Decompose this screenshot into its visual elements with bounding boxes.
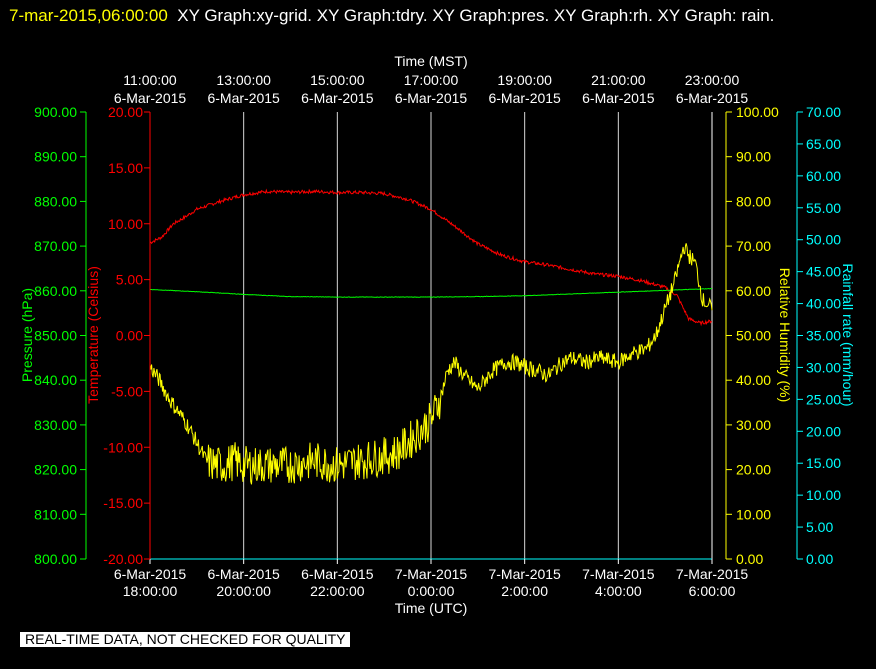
- humidity-tick-label: 90.00: [736, 149, 771, 165]
- rainfall-axis-title: Rainfall rate (mm/hour): [840, 263, 856, 406]
- x-tick-label-utc-time: 22:00:00: [310, 583, 365, 599]
- humidity-tick-label: 100.00: [736, 104, 779, 120]
- timestamp: 7-mar-2015,06:00:00: [9, 6, 168, 25]
- axes-layer: 6-Mar-201518:00:006-Mar-201520:00:006-Ma…: [19, 53, 856, 616]
- pressure-tick-label: 870.00: [34, 238, 77, 254]
- temperature-tick-label: -10.00: [103, 439, 143, 455]
- humidity-tick-label: 30.00: [736, 417, 771, 433]
- pressure-tick-label: 830.00: [34, 417, 77, 433]
- pressure-tick-label: 800.00: [34, 551, 77, 567]
- rainfall-tick-label: 15.00: [806, 455, 841, 471]
- rainfall-tick-label: 55.00: [806, 200, 841, 216]
- x-tick-label-mst-time: 23:00:00: [685, 72, 740, 88]
- x-tick-label-mst-date: 6-Mar-2015: [395, 90, 468, 106]
- rainfall-tick-label: 25.00: [806, 391, 841, 407]
- x-tick-label-utc-date: 6-Mar-2015: [207, 566, 280, 582]
- x-tick-label-utc-time: 20:00:00: [216, 583, 271, 599]
- x-tick-label-mst-time: 21:00:00: [591, 72, 646, 88]
- x-tick-label-mst-date: 6-Mar-2015: [676, 90, 749, 106]
- x-tick-label-utc-time: 4:00:00: [595, 583, 642, 599]
- grid-lines: [243, 112, 619, 559]
- x-tick-label-mst-date: 6-Mar-2015: [207, 90, 280, 106]
- rainfall-tick-label: 0.00: [806, 551, 833, 567]
- x-tick-label-utc-time: 18:00:00: [123, 583, 178, 599]
- x-tick-label-utc-time: 0:00:00: [408, 583, 455, 599]
- rainfall-tick-label: 10.00: [806, 487, 841, 503]
- temperature-tick-label: -5.00: [111, 383, 143, 399]
- x-tick-label-mst-time: 19:00:00: [497, 72, 552, 88]
- temperature-tick-label: 0.00: [116, 328, 143, 344]
- rainfall-tick-label: 50.00: [806, 232, 841, 248]
- x-tick-label-utc-date: 6-Mar-2015: [301, 566, 374, 582]
- x-tick-label-utc-date: 7-Mar-2015: [676, 566, 749, 582]
- pressure-tick-label: 900.00: [34, 104, 77, 120]
- temperature-tick-label: -15.00: [103, 495, 143, 511]
- pressure-tick-label: 880.00: [34, 193, 77, 209]
- x-tick-label-utc-time: 6:00:00: [689, 583, 736, 599]
- humidity-tick-label: 60.00: [736, 283, 771, 299]
- humidity-tick-label: 70.00: [736, 238, 771, 254]
- x-tick-label-mst-date: 6-Mar-2015: [114, 90, 187, 106]
- x-tick-label-utc-time: 2:00:00: [501, 583, 548, 599]
- pressure-tick-label: 820.00: [34, 462, 77, 478]
- x-tick-label-utc-date: 7-Mar-2015: [488, 566, 561, 582]
- pressure-tick-label: 860.00: [34, 283, 77, 299]
- humidity-tick-label: 20.00: [736, 462, 771, 478]
- rainfall-tick-label: 40.00: [806, 296, 841, 312]
- pressure-axis-title: Pressure (hPa): [19, 288, 35, 382]
- temperature-tick-label: 20.00: [108, 104, 143, 120]
- pressure-tick-label: 890.00: [34, 149, 77, 165]
- x-tick-label-mst-time: 17:00:00: [404, 72, 459, 88]
- x-tick-label-mst-date: 6-Mar-2015: [301, 90, 374, 106]
- rainfall-tick-label: 60.00: [806, 168, 841, 184]
- x-tick-label-utc-date: 7-Mar-2015: [582, 566, 655, 582]
- quality-notice: REAL-TIME DATA, NOT CHECKED FOR QUALITY: [20, 632, 351, 647]
- x-axis-title-top: Time (MST): [394, 53, 467, 69]
- rainfall-tick-label: 20.00: [806, 423, 841, 439]
- humidity-tick-label: 10.00: [736, 506, 771, 522]
- rainfall-tick-label: 30.00: [806, 359, 841, 375]
- temperature-axis-title: Temperature (Celsius): [85, 266, 101, 404]
- rainfall-tick-label: 5.00: [806, 519, 833, 535]
- x-axis-title-bottom: Time (UTC): [395, 600, 468, 616]
- x-tick-label-mst-time: 13:00:00: [216, 72, 271, 88]
- x-tick-label-utc-date: 7-Mar-2015: [395, 566, 468, 582]
- graph-header: 7-mar-2015,06:00:00 XY Graph:xy-grid. XY…: [9, 3, 869, 29]
- series-line-pres: [149, 287, 713, 298]
- humidity-axis-title: Relative Humidity (%): [777, 268, 793, 403]
- humidity-tick-label: 0.00: [736, 551, 763, 567]
- humidity-tick-label: 80.00: [736, 193, 771, 209]
- temperature-tick-label: 15.00: [108, 160, 143, 176]
- humidity-tick-label: 40.00: [736, 372, 771, 388]
- series-line-tdry: [149, 188, 712, 327]
- rainfall-tick-label: 35.00: [806, 328, 841, 344]
- humidity-tick-label: 50.00: [736, 328, 771, 344]
- temperature-tick-label: 10.00: [108, 216, 143, 232]
- x-tick-label-mst-time: 11:00:00: [123, 72, 177, 88]
- temperature-tick-label: -20.00: [103, 551, 143, 567]
- x-tick-label-mst-date: 6-Mar-2015: [488, 90, 561, 106]
- rainfall-tick-label: 65.00: [806, 136, 841, 152]
- rainfall-tick-label: 45.00: [806, 264, 841, 280]
- series-line-rh: [149, 243, 713, 485]
- graph-list: XY Graph:xy-grid. XY Graph:tdry. XY Grap…: [177, 6, 775, 25]
- rainfall-tick-label: 70.00: [806, 104, 841, 120]
- pressure-tick-label: 850.00: [34, 328, 77, 344]
- pressure-tick-label: 810.00: [34, 506, 77, 522]
- x-tick-label-mst-date: 6-Mar-2015: [582, 90, 655, 106]
- x-tick-label-mst-time: 15:00:00: [310, 72, 365, 88]
- pressure-tick-label: 840.00: [34, 372, 77, 388]
- temperature-tick-label: 5.00: [116, 272, 143, 288]
- x-tick-label-utc-date: 6-Mar-2015: [114, 566, 187, 582]
